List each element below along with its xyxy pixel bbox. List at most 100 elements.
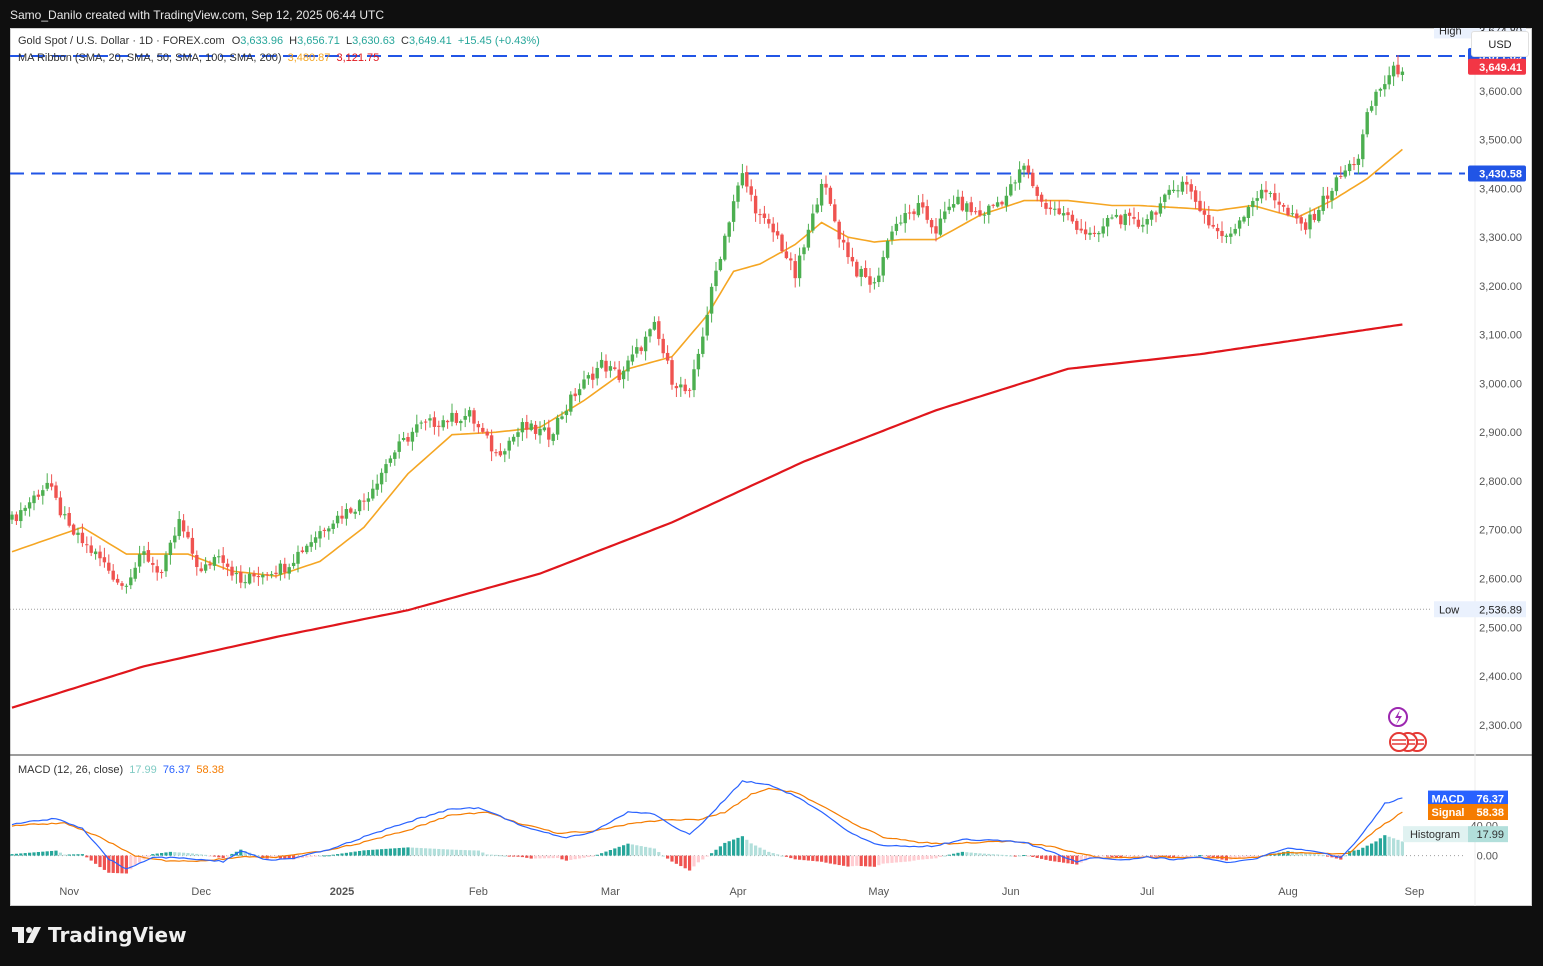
candle-up — [419, 422, 423, 424]
candle-up — [63, 514, 67, 516]
macd-histogram-bar — [1053, 855, 1057, 862]
candle-up — [357, 500, 362, 512]
low-value: 3,630.63 — [352, 35, 395, 47]
candle-down — [789, 258, 793, 261]
macd-histogram-bar — [1308, 853, 1312, 856]
macd-histogram-bar — [824, 855, 828, 863]
open-value: 3,633.96 — [240, 35, 284, 47]
macd-histogram-bar — [1365, 845, 1369, 856]
macd-histogram-bar — [1000, 854, 1004, 856]
candle-up — [652, 321, 657, 330]
candle-up — [1145, 219, 1149, 225]
candle-down — [155, 566, 159, 573]
macd-histogram-bar — [124, 855, 128, 874]
candle-up — [1163, 194, 1167, 202]
macd-histogram-bar — [1238, 855, 1242, 859]
candle-up — [965, 203, 969, 212]
candle-down — [828, 187, 833, 204]
macd-histogram-bar — [996, 854, 1000, 856]
macd-histogram-bar — [850, 855, 854, 867]
y-tick-label: 2,300.00 — [1479, 720, 1522, 732]
candle-up — [811, 213, 815, 231]
candle-up — [507, 440, 511, 451]
macd-histogram-bar — [344, 852, 348, 856]
macd-histogram-bar — [943, 855, 947, 857]
candle-down — [362, 500, 366, 502]
macd-histogram-bar — [283, 855, 287, 859]
candle-down — [617, 369, 621, 380]
macd-histogram-bar — [393, 848, 397, 856]
candle-up — [1259, 189, 1264, 199]
macd-histogram-bar — [371, 849, 375, 856]
candle-up — [19, 510, 23, 522]
candle-down — [437, 425, 441, 427]
candle-up — [555, 417, 560, 435]
macd-histogram-bar — [454, 849, 458, 856]
macd-histogram-bar — [771, 853, 775, 856]
candle-up — [1053, 208, 1057, 210]
macd-histogram-bar — [582, 855, 586, 858]
candle-up — [701, 336, 705, 354]
macd-histogram-bar — [1317, 854, 1321, 856]
low-marker-value: 2,536.89 — [1479, 604, 1522, 616]
candle-down — [58, 497, 63, 516]
candle-up — [903, 213, 907, 224]
candle-down — [489, 435, 494, 452]
macd-histogram-bar — [498, 855, 502, 857]
sma200-line — [11, 323, 1403, 709]
candle-down — [775, 231, 780, 236]
macd-histogram-bar — [305, 855, 309, 858]
macd-histogram-bar — [186, 852, 190, 856]
candle-down — [1299, 217, 1303, 224]
candle-down — [661, 338, 665, 354]
y-tick-label: 3,300.00 — [1479, 232, 1522, 244]
macd-histogram-bar — [758, 847, 762, 856]
macd-histogram-bar — [1207, 855, 1211, 857]
macd-histogram-bar — [349, 852, 353, 856]
macd-histogram-bar — [1370, 843, 1374, 856]
macd-histogram-bar — [1044, 855, 1048, 860]
candle-up — [881, 257, 885, 276]
candle-down — [67, 513, 71, 526]
candle-up — [1237, 220, 1242, 229]
macd-histogram-bar — [1290, 851, 1294, 856]
macd-histogram-bar — [388, 848, 392, 856]
candle-up — [173, 535, 177, 543]
candle-up — [401, 437, 406, 440]
x-tick-label: Mar — [601, 886, 620, 898]
macd-histogram-bar — [1084, 855, 1088, 861]
candle-down — [846, 242, 850, 258]
macd-histogram-bar — [54, 850, 58, 856]
macd-histogram-bar — [72, 854, 76, 856]
macd-histogram-bar — [556, 855, 560, 859]
candle-down — [115, 578, 120, 583]
candle-up — [577, 389, 582, 396]
candle-down — [907, 212, 912, 214]
macd-histogram-bar — [811, 855, 815, 861]
macd-histogram-bar — [1194, 855, 1198, 857]
high-value: 3,656.71 — [297, 35, 340, 47]
macd-histogram-bar — [424, 848, 428, 856]
candle-up — [709, 286, 714, 314]
x-tick-label: Apr — [729, 886, 746, 898]
macd-histogram-bar — [1202, 855, 1206, 857]
macd-tag-value: 76.37 — [1476, 794, 1504, 806]
candle-up — [696, 353, 701, 370]
candle-down — [1075, 220, 1079, 230]
candle-down — [547, 427, 551, 440]
y-tick-label: 3,500.00 — [1479, 135, 1522, 147]
candle-up — [1167, 189, 1171, 195]
macd-title: MACD (12, 26, close) — [18, 764, 124, 776]
candle-down — [494, 452, 498, 454]
macd-histogram-bar — [1251, 855, 1255, 858]
macd-histogram-bar — [978, 853, 982, 856]
macd-histogram-bar — [617, 846, 621, 856]
macd-histogram-bar — [23, 853, 27, 856]
chart-canvas[interactable]: 2,300.00 2,400.00 2,500.00 2,600.00 2,700.00… — [10, 28, 1532, 906]
currency-button[interactable]: USD — [1471, 31, 1529, 57]
macd-histogram-bar — [432, 848, 436, 856]
candle-up — [877, 275, 881, 283]
macd-histogram-bar — [679, 855, 683, 867]
macd-histogram-bar — [780, 855, 784, 857]
macd-histogram-bar — [894, 855, 898, 863]
